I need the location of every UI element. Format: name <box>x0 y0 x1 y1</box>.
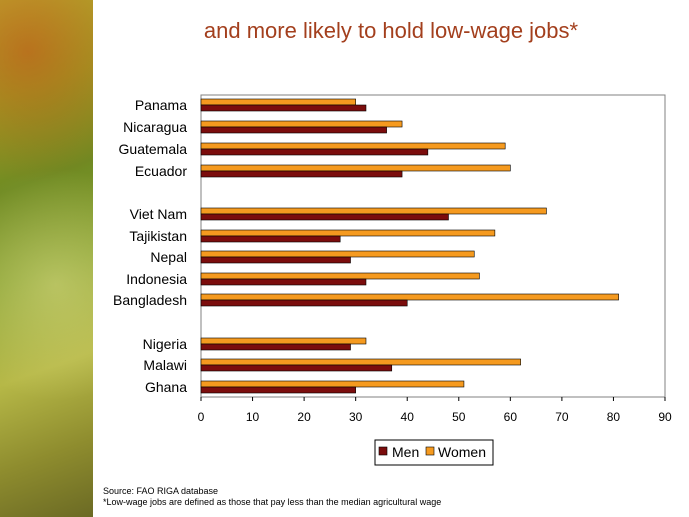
x-tick-label: 0 <box>198 410 205 424</box>
category-label: Indonesia <box>126 271 187 287</box>
bar-men <box>200 343 351 351</box>
bar-men <box>200 278 367 286</box>
legend-swatch-men <box>378 446 388 456</box>
legend-swatch-women <box>425 446 435 456</box>
category-label: Guatemala <box>119 141 188 157</box>
category-label: Panama <box>135 97 187 113</box>
bar-women <box>200 293 619 301</box>
legend-label-women: Women <box>438 444 486 460</box>
bar-women <box>200 229 496 237</box>
bar-men <box>200 104 367 112</box>
x-tick-label: 50 <box>452 410 466 424</box>
category-label: Nicaragua <box>123 119 187 135</box>
bar-men <box>200 364 393 372</box>
category-label: Tajikistan <box>129 228 187 244</box>
bar-women <box>200 272 480 280</box>
bar-women <box>200 142 506 150</box>
category-label: Ghana <box>145 379 187 395</box>
bar-women <box>200 207 547 215</box>
category-label: Bangladesh <box>113 292 187 308</box>
x-tick-label: 10 <box>246 410 260 424</box>
bar-men <box>200 235 341 243</box>
bar-women <box>200 358 521 366</box>
x-tick-label: 30 <box>349 410 363 424</box>
category-label: Nigeria <box>143 336 188 352</box>
category-label: Viet Nam <box>130 206 187 222</box>
x-tick-label: 60 <box>504 410 518 424</box>
footnote: *Low-wage jobs are defined as those that… <box>103 497 442 507</box>
x-tick-label: 40 <box>401 410 415 424</box>
bar-women <box>200 120 403 128</box>
x-tick-label: 70 <box>555 410 569 424</box>
category-label: Nepal <box>150 249 187 265</box>
bar-women <box>200 98 356 106</box>
category-label: Ecuador <box>135 163 187 179</box>
plot-area <box>200 94 666 398</box>
bar-women <box>200 337 367 345</box>
bar-men <box>200 256 351 264</box>
bar-women <box>200 250 475 258</box>
side-band-texture <box>0 0 93 517</box>
decorative-side-band <box>0 0 93 517</box>
bar-men <box>200 386 356 394</box>
bar-men <box>200 126 387 134</box>
bar-men <box>200 148 429 156</box>
x-tick-label: 80 <box>607 410 621 424</box>
legend-label-men: Men <box>392 444 419 460</box>
x-tick-label: 20 <box>297 410 311 424</box>
bar-men <box>200 299 408 307</box>
bar-women <box>200 380 465 388</box>
category-label: Malawi <box>143 357 187 373</box>
bar-women <box>200 164 511 172</box>
source-note: Source: FAO RIGA database <box>103 486 219 496</box>
bar-men <box>200 170 403 178</box>
bar-men <box>200 213 449 221</box>
page-title: and more likely to hold low-wage jobs* <box>203 18 579 43</box>
x-tick-label: 90 <box>658 410 672 424</box>
